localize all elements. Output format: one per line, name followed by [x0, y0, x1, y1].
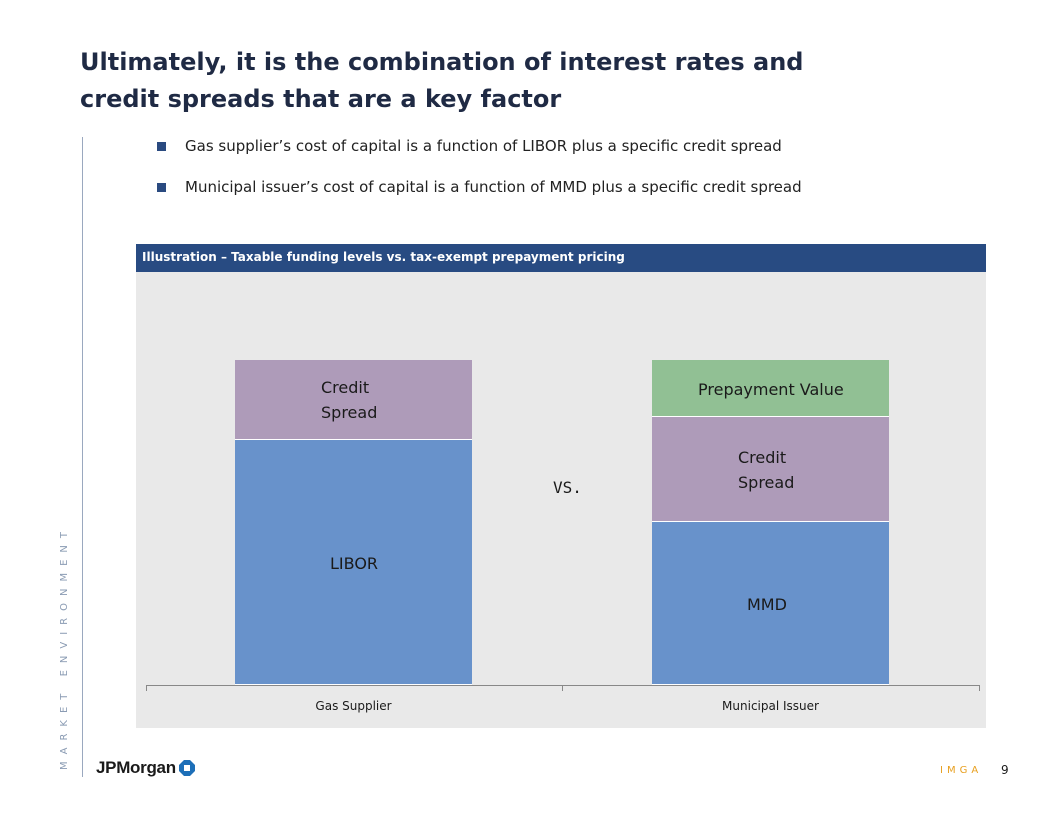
bar-label-base: LIBOR [330, 553, 379, 573]
page-title-line-2: credit spreads that are a key factor [80, 85, 562, 113]
bar-segment-base [652, 522, 889, 685]
panel-title: Illustration – Taxable funding levels vs… [142, 250, 625, 264]
octagon-logo-icon [178, 760, 195, 776]
vs-label: VS. [553, 478, 582, 497]
logo-text: JPMorgan [96, 758, 176, 777]
x-axis-category-label: Municipal Issuer [722, 699, 819, 713]
event-label: IMGA [940, 765, 983, 776]
page-title: Ultimately, it is the combination of int… [80, 44, 840, 118]
page-title-line-1: Ultimately, it is the combination of int… [80, 48, 804, 76]
x-axis-tick [562, 685, 563, 691]
page-number: 9 [1001, 763, 1009, 777]
bar-segment-credit-spread [235, 360, 472, 440]
panel-header: Illustration – Taxable funding levels vs… [136, 244, 986, 272]
bullet-square-icon [157, 183, 166, 192]
jpmorgan-logo: JPMorgan [96, 758, 195, 778]
bar-label-prepayment: Prepayment Value [698, 379, 844, 399]
bullet-square-icon [157, 142, 166, 151]
bar-segment-prepayment [652, 360, 889, 417]
bullet-item: Municipal issuer’s cost of capital is a … [157, 177, 802, 197]
x-axis-line [146, 685, 980, 686]
x-axis-category-label: Gas Supplier [315, 699, 392, 713]
bullet-list: Gas supplier’s cost of capital is a func… [157, 136, 802, 218]
section-divider [82, 137, 83, 777]
bar-label-credit-spread: Credit Spread [738, 447, 795, 492]
bar-label-base: MMD [747, 594, 787, 614]
bullet-text: Gas supplier’s cost of capital is a func… [185, 137, 782, 155]
x-axis-tick [979, 685, 980, 691]
x-axis-tick [146, 685, 147, 691]
bullet-text: Municipal issuer’s cost of capital is a … [185, 178, 802, 196]
bar-segment-credit-spread [652, 417, 889, 522]
bar-segment-base [235, 440, 472, 685]
bar-label-credit-spread: Credit Spread [321, 378, 378, 422]
bullet-item: Gas supplier’s cost of capital is a func… [157, 136, 802, 156]
section-label: MARKET ENVIRONMENT [59, 524, 70, 770]
